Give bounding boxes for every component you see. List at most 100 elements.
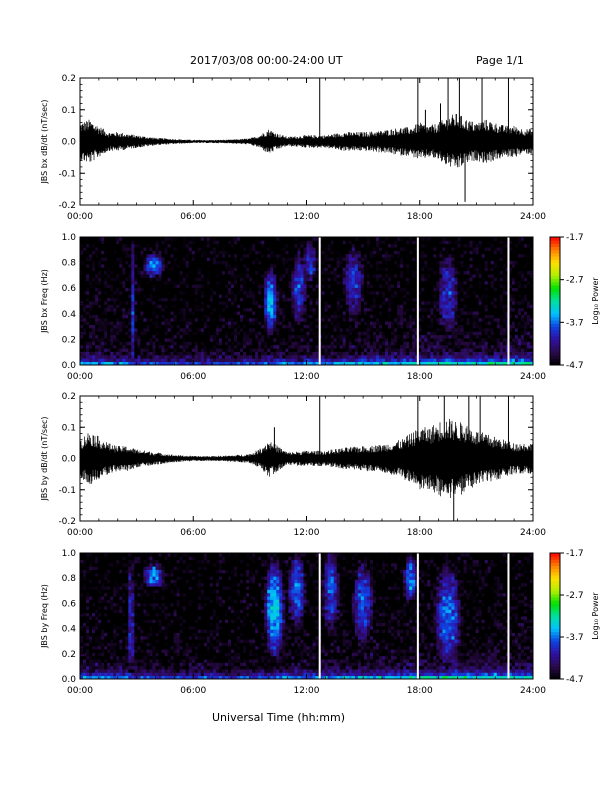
heat-cell xyxy=(113,324,117,329)
heat-cell xyxy=(279,321,283,325)
heat-cell xyxy=(424,338,428,342)
heat-cell xyxy=(291,267,295,272)
heat-cell xyxy=(369,358,374,363)
heat-cell xyxy=(234,344,238,349)
heat-cell xyxy=(164,260,168,265)
heat-cell xyxy=(433,348,437,352)
heat-cell xyxy=(191,317,196,322)
heat-cell xyxy=(409,240,413,245)
heat-cell xyxy=(288,358,292,363)
heat-cell xyxy=(276,321,280,325)
heat-cell xyxy=(237,324,241,329)
heat-cell xyxy=(385,247,389,251)
heat-cell xyxy=(397,277,401,282)
heat-cell xyxy=(427,247,431,251)
heat-cell xyxy=(264,314,268,319)
heat-cell xyxy=(234,294,238,299)
heat-cell xyxy=(261,327,265,332)
heat-cell xyxy=(336,294,341,299)
heat-cell xyxy=(243,327,247,332)
heat-cell xyxy=(264,344,268,349)
heat-cell xyxy=(83,294,87,299)
heat-cell xyxy=(351,294,356,299)
heat-cell xyxy=(258,317,262,322)
heat-cell xyxy=(357,270,362,275)
heat-cell xyxy=(258,240,262,245)
heat-cell xyxy=(333,351,338,356)
heat-cell xyxy=(83,274,87,278)
heat-cell xyxy=(418,280,422,285)
heat-cell xyxy=(436,338,440,342)
heat-cell xyxy=(240,348,244,352)
heat-cell xyxy=(339,257,344,261)
heat-cell xyxy=(125,338,129,342)
heat-cell xyxy=(261,344,265,349)
heat-cell xyxy=(261,324,265,329)
heat-cell xyxy=(276,314,280,319)
heat-cell xyxy=(391,294,395,299)
heat-cell xyxy=(137,294,141,299)
heat-cell xyxy=(466,361,470,365)
heat-cell xyxy=(185,247,190,251)
heat-cell xyxy=(170,361,175,365)
heat-cell xyxy=(234,280,238,285)
heat-cell xyxy=(176,301,181,305)
heat-cell xyxy=(95,317,99,322)
heat-cell xyxy=(122,351,126,356)
heat-cell xyxy=(158,247,162,251)
heat-cell xyxy=(427,253,431,258)
heat-cell xyxy=(89,260,93,265)
heat-cell xyxy=(463,277,467,282)
heat-cell xyxy=(143,331,147,336)
heat-cell xyxy=(348,260,353,265)
heat-cell xyxy=(249,280,253,285)
heat-cell xyxy=(327,287,332,292)
heat-cell xyxy=(394,253,398,258)
heat-cell xyxy=(345,334,350,339)
heat-cell xyxy=(463,327,467,332)
heat-cell xyxy=(173,361,178,365)
heat-cell xyxy=(128,284,132,288)
heat-cell xyxy=(306,287,310,292)
heat-cell xyxy=(363,324,368,329)
heat-cell xyxy=(427,354,431,359)
heat-cell xyxy=(288,287,292,292)
heat-cell xyxy=(104,263,108,268)
heat-cell xyxy=(212,334,217,339)
heat-cell xyxy=(406,348,410,352)
heat-cell xyxy=(161,237,165,241)
heat-cell xyxy=(394,348,398,352)
heat-cell xyxy=(140,348,144,352)
heat-cell xyxy=(315,341,319,346)
heat-cell xyxy=(448,324,452,329)
heat-cell xyxy=(122,341,126,346)
heat-cell xyxy=(95,257,99,261)
heat-cell xyxy=(110,247,114,251)
heat-cell xyxy=(243,247,247,251)
heat-cell xyxy=(306,290,310,295)
heat-cell xyxy=(234,301,238,305)
heat-cell xyxy=(182,263,187,268)
heat-cell xyxy=(300,294,304,299)
heat-cell xyxy=(391,240,395,245)
heat-cell xyxy=(285,257,289,261)
heat-cell xyxy=(224,263,229,268)
heat-cell xyxy=(448,314,452,319)
heat-cell xyxy=(252,280,256,285)
heat-cell xyxy=(203,317,208,322)
heat-cell xyxy=(194,354,199,359)
heat-cell xyxy=(140,317,144,322)
heat-cell xyxy=(200,237,205,241)
heat-cell xyxy=(306,321,310,325)
heat-cell xyxy=(378,237,383,241)
heat-cell xyxy=(339,321,344,325)
heat-cell xyxy=(255,240,259,245)
heat-cell xyxy=(237,253,241,258)
heat-cell xyxy=(158,348,162,352)
heat-cell xyxy=(427,307,431,312)
heat-cell xyxy=(113,240,117,245)
heat-cell xyxy=(273,311,277,315)
heat-cell xyxy=(403,240,407,245)
heat-cell xyxy=(366,237,371,241)
heat-cell xyxy=(324,260,329,265)
